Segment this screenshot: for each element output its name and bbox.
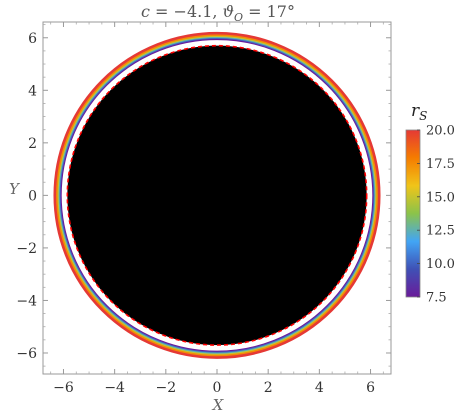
colorbar-tick-label: 20.0	[426, 124, 455, 139]
chart-title: c = −4.1, ϑO = 17°	[141, 2, 295, 24]
ring-rs-20	[53, 31, 381, 359]
black-hole-shadow	[66, 44, 368, 346]
x-tick-label: 6	[366, 380, 375, 396]
x-tick-label: 2	[264, 380, 273, 396]
y-tick-label: 0	[28, 188, 37, 204]
x-tick-label: −2	[156, 380, 177, 396]
x-tick-label: 4	[315, 380, 324, 396]
x-tick-label: −4	[104, 380, 125, 396]
y-tick-label: 6	[28, 31, 37, 47]
ring-rs-17-5	[55, 33, 379, 358]
y-axis-ticks: −6 −4 −2 0 2 4 6	[16, 24, 391, 367]
colorbar-tick-label: 12.5	[426, 224, 455, 239]
y-tick-label: −6	[16, 346, 37, 362]
x-axis-label: X	[212, 396, 225, 414]
colorbar-tick-label: 17.5	[426, 157, 455, 172]
colorbar-tick-label: 7.5	[426, 291, 447, 306]
x-tick-label: −6	[53, 380, 74, 396]
colorbar-tick-label: 10.0	[426, 257, 455, 272]
y-tick-label: −2	[16, 241, 37, 257]
colorbar-gradient	[405, 129, 421, 298]
y-axis-label: Y	[9, 180, 21, 198]
ring-images	[53, 31, 381, 359]
y-tick-label: −4	[16, 293, 37, 309]
x-axis-ticks: −6 −4 −2 0 2 4 6	[50, 22, 384, 396]
colorbar-tick-label: 15.0	[426, 190, 455, 205]
colorbar-title: rS	[411, 101, 427, 123]
y-tick-label: 4	[28, 83, 37, 99]
shadow-disk	[67, 45, 367, 346]
shadow-edge-dashed	[66, 44, 368, 346]
colorbar: 7.5 10.0 12.5 15.0 17.5 20.0	[405, 124, 455, 306]
y-tick-label: 2	[28, 136, 37, 152]
x-tick-label: 0	[213, 380, 222, 396]
